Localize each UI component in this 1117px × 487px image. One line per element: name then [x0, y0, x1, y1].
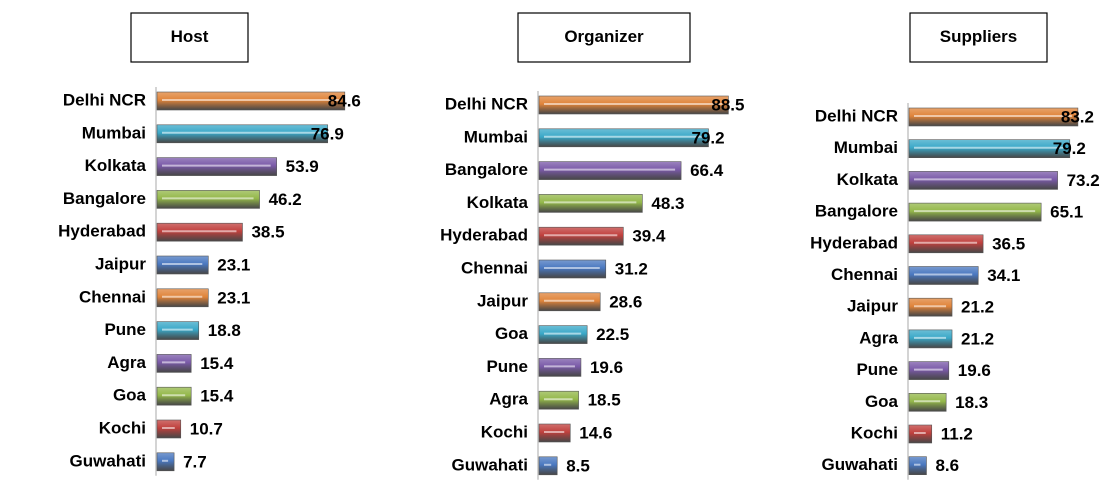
- category-label: Chennai: [461, 258, 528, 277]
- chart-title: Organizer: [564, 27, 644, 46]
- category-label: Pune: [104, 320, 146, 339]
- category-label: Hyderabad: [440, 226, 528, 245]
- data-label: 8.5: [566, 456, 590, 475]
- category-label: Guwahati: [451, 455, 528, 474]
- category-label: Agra: [489, 390, 528, 409]
- data-label: 65.1: [1050, 203, 1083, 222]
- data-label: 21.2: [961, 329, 994, 348]
- data-label: 39.4: [632, 227, 666, 246]
- data-label: 15.4: [200, 354, 234, 373]
- data-label: 88.5: [711, 95, 744, 114]
- category-label: Kochi: [481, 422, 528, 441]
- category-label: Goa: [865, 392, 899, 411]
- data-label: 73.2: [1067, 171, 1100, 190]
- category-label: Kochi: [99, 418, 146, 437]
- data-label: 18.3: [955, 393, 988, 412]
- data-label: 79.2: [1053, 139, 1086, 158]
- category-label: Jaipur: [477, 291, 528, 310]
- category-label: Kochi: [851, 423, 898, 442]
- data-label: 36.5: [992, 234, 1025, 253]
- data-label: 83.2: [1061, 107, 1094, 126]
- category-label: Goa: [495, 324, 529, 343]
- data-label: 14.6: [579, 423, 612, 442]
- data-label: 7.7: [183, 452, 207, 471]
- title-box: [517, 12, 691, 63]
- category-label: Guwahati: [821, 455, 898, 474]
- category-label: Kolkata: [837, 170, 899, 189]
- data-label: 84.6: [328, 91, 361, 110]
- chart-title: Host: [171, 27, 209, 46]
- data-label: 28.6: [609, 292, 642, 311]
- data-label: 11.2: [941, 424, 973, 443]
- data-label: 22.5: [596, 325, 629, 344]
- data-label: 76.9: [311, 124, 344, 143]
- category-label: Delhi NCR: [815, 106, 898, 125]
- category-label: Jaipur: [847, 297, 898, 316]
- category-label: Bangalore: [815, 202, 898, 221]
- title-box: [909, 12, 1048, 63]
- title-box: [130, 12, 249, 63]
- category-label: Mumbai: [834, 138, 898, 157]
- data-label: 53.9: [286, 157, 319, 176]
- category-label: Delhi NCR: [63, 90, 146, 109]
- category-label: Pune: [486, 357, 528, 376]
- category-label: Kolkata: [85, 156, 147, 175]
- category-label: Mumbai: [82, 123, 146, 142]
- category-label: Kolkata: [467, 193, 529, 212]
- category-label: Hyderabad: [58, 222, 146, 241]
- data-label: 23.1: [217, 255, 250, 274]
- data-label: 8.6: [935, 456, 959, 475]
- category-label: Agra: [107, 353, 146, 372]
- chart-title: Suppliers: [940, 27, 1017, 46]
- category-label: Pune: [856, 360, 898, 379]
- category-label: Chennai: [831, 265, 898, 284]
- data-label: 19.6: [590, 358, 623, 377]
- data-label: 46.2: [269, 190, 302, 209]
- data-label: 10.7: [190, 419, 223, 438]
- data-label: 18.5: [588, 391, 621, 410]
- data-label: 79.2: [691, 128, 724, 147]
- category-label: Goa: [113, 386, 147, 405]
- category-label: Hyderabad: [810, 233, 898, 252]
- category-label: Bangalore: [63, 189, 146, 208]
- data-label: 23.1: [217, 288, 250, 307]
- category-label: Mumbai: [464, 127, 528, 146]
- category-label: Jaipur: [95, 254, 146, 273]
- data-label: 19.6: [958, 361, 991, 380]
- data-label: 18.8: [208, 321, 241, 340]
- data-label: 21.2: [961, 298, 994, 317]
- data-label: 38.5: [251, 223, 284, 242]
- category-label: Bangalore: [445, 160, 528, 179]
- data-label: 48.3: [651, 194, 684, 213]
- data-label: 15.4: [200, 387, 234, 406]
- category-label: Delhi NCR: [445, 94, 528, 113]
- data-label: 34.1: [987, 266, 1020, 285]
- category-label: Guwahati: [69, 451, 146, 470]
- category-label: Agra: [859, 328, 898, 347]
- data-label: 66.4: [690, 161, 724, 180]
- data-label: 31.2: [615, 259, 648, 278]
- category-label: Chennai: [79, 287, 146, 306]
